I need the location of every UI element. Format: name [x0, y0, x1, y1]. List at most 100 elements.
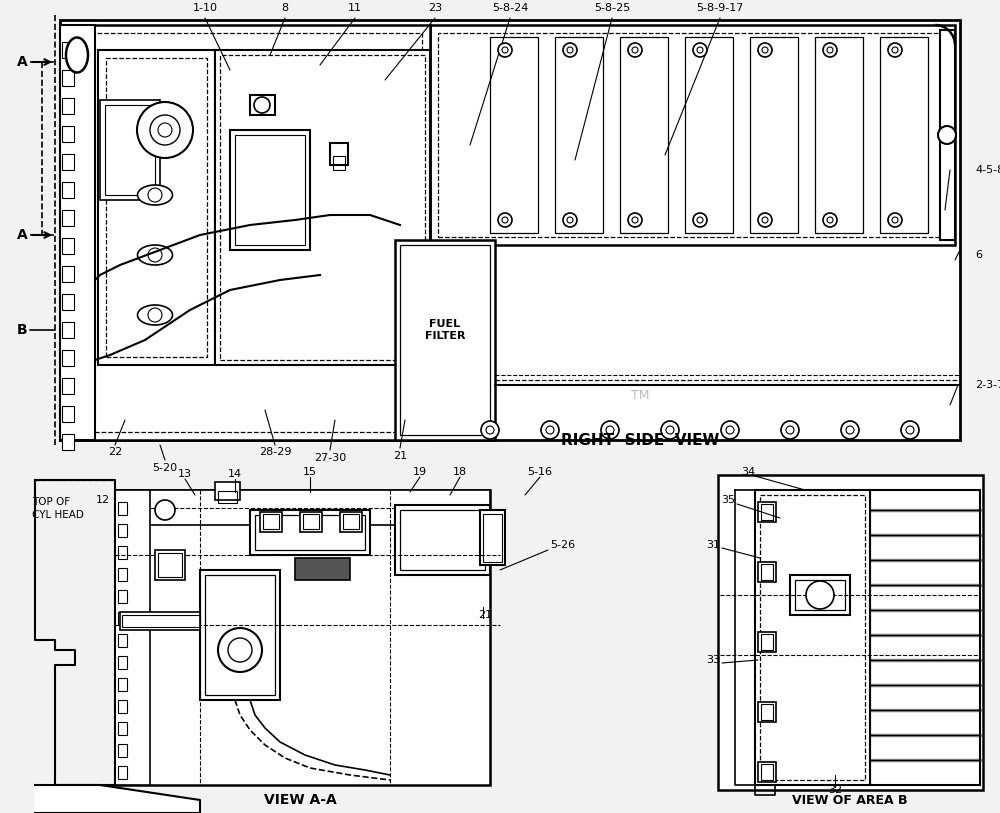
Bar	[118, 678, 127, 691]
Text: VIEW A-A: VIEW A-A	[264, 793, 336, 807]
Bar	[115, 490, 490, 525]
Circle shape	[498, 43, 512, 57]
Circle shape	[158, 123, 172, 137]
Circle shape	[628, 213, 642, 227]
Bar	[718, 475, 983, 790]
Circle shape	[567, 217, 573, 223]
Ellipse shape	[66, 37, 88, 72]
Text: 2-3-7: 2-3-7	[975, 380, 1000, 390]
Text: 34: 34	[741, 467, 755, 477]
Bar	[122, 615, 200, 627]
Text: 11: 11	[348, 3, 362, 13]
Bar	[62, 434, 74, 450]
Text: 21: 21	[393, 451, 407, 461]
Text: 19: 19	[413, 467, 427, 477]
Bar	[235, 135, 305, 245]
Bar	[118, 722, 127, 735]
Circle shape	[628, 43, 642, 57]
Circle shape	[567, 47, 573, 53]
Text: TM: TM	[631, 389, 649, 402]
Text: 35: 35	[721, 495, 735, 505]
Bar	[761, 634, 773, 650]
Bar	[205, 575, 275, 695]
Circle shape	[827, 217, 833, 223]
Text: 22: 22	[108, 447, 122, 457]
Bar	[118, 568, 127, 581]
Circle shape	[827, 47, 833, 53]
Bar	[60, 25, 95, 440]
Text: 5-8-9-17: 5-8-9-17	[696, 3, 744, 13]
Bar	[62, 406, 74, 422]
Text: CYL HEAD: CYL HEAD	[32, 510, 84, 520]
Bar	[62, 350, 74, 366]
Text: B: B	[17, 323, 27, 337]
Bar	[155, 550, 185, 580]
Bar	[106, 58, 207, 357]
Bar	[62, 378, 74, 394]
Circle shape	[661, 421, 679, 439]
Bar	[260, 512, 282, 532]
Circle shape	[148, 248, 162, 262]
Bar	[118, 546, 127, 559]
Bar	[62, 210, 74, 226]
Bar	[62, 322, 74, 338]
Text: 1-10: 1-10	[192, 3, 218, 13]
Circle shape	[502, 47, 508, 53]
Circle shape	[762, 217, 768, 223]
Circle shape	[697, 217, 703, 223]
Bar	[300, 512, 322, 532]
Bar	[263, 514, 279, 529]
Bar	[295, 558, 350, 580]
Bar	[430, 25, 955, 245]
Circle shape	[546, 426, 554, 434]
Text: 6: 6	[975, 250, 982, 260]
Text: A: A	[17, 228, 27, 242]
Circle shape	[823, 43, 837, 57]
Bar	[250, 510, 370, 555]
Bar	[790, 575, 850, 615]
Bar	[218, 491, 237, 503]
Bar	[120, 612, 200, 630]
Circle shape	[541, 421, 559, 439]
Bar	[761, 704, 773, 720]
Circle shape	[721, 421, 739, 439]
Text: 4-5-8: 4-5-8	[975, 165, 1000, 175]
Bar	[343, 514, 359, 529]
Text: 12: 12	[96, 495, 110, 505]
Circle shape	[498, 213, 512, 227]
Bar	[105, 105, 155, 195]
Bar	[115, 490, 490, 785]
Bar	[60, 20, 960, 440]
Ellipse shape	[138, 245, 173, 265]
Text: TOP OF: TOP OF	[32, 497, 70, 507]
Circle shape	[502, 217, 508, 223]
Circle shape	[218, 628, 262, 672]
Bar	[400, 510, 485, 570]
Bar	[480, 510, 505, 565]
Bar	[118, 502, 127, 515]
Bar	[62, 266, 74, 282]
Circle shape	[888, 213, 902, 227]
Circle shape	[563, 43, 577, 57]
Text: 5-20: 5-20	[152, 463, 178, 473]
Bar	[215, 50, 430, 365]
Bar	[758, 562, 776, 582]
Bar	[761, 764, 773, 780]
Circle shape	[823, 213, 837, 227]
Bar	[761, 504, 773, 520]
Bar	[620, 37, 668, 233]
Circle shape	[892, 217, 898, 223]
Bar	[438, 33, 947, 237]
Bar	[250, 95, 275, 115]
Text: 32: 32	[828, 785, 842, 795]
Circle shape	[781, 421, 799, 439]
Bar	[62, 294, 74, 310]
Circle shape	[806, 581, 834, 609]
Bar	[115, 490, 150, 785]
Text: 27-30: 27-30	[314, 453, 346, 463]
Bar	[333, 156, 345, 170]
Circle shape	[697, 47, 703, 53]
Circle shape	[693, 43, 707, 57]
Bar	[490, 37, 538, 233]
Text: A: A	[17, 55, 27, 69]
